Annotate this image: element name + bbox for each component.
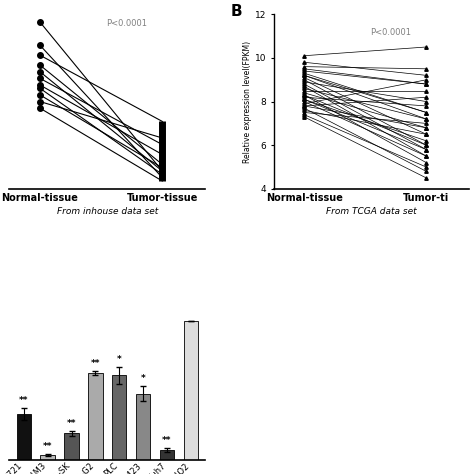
Bar: [64, 433, 79, 460]
Bar: [183, 321, 198, 460]
Text: **: **: [43, 442, 53, 451]
Text: *: *: [141, 374, 146, 383]
Text: *: *: [117, 355, 122, 364]
X-axis label: From TCGA data set: From TCGA data set: [326, 207, 417, 216]
Text: **: **: [162, 437, 172, 445]
Text: **: **: [19, 396, 28, 405]
Bar: [160, 450, 174, 460]
Text: **: **: [67, 419, 76, 428]
X-axis label: From inhouse data set: From inhouse data set: [57, 207, 158, 216]
Y-axis label: Relative expression level(FPKM): Relative expression level(FPKM): [243, 40, 252, 163]
Bar: [40, 455, 55, 460]
Text: B: B: [230, 4, 242, 19]
Bar: [112, 375, 127, 460]
Bar: [17, 414, 31, 460]
Bar: [136, 393, 150, 460]
Text: P<0.0001: P<0.0001: [106, 19, 147, 28]
Text: P<0.0001: P<0.0001: [371, 28, 411, 37]
Bar: [88, 373, 102, 460]
Text: **: **: [91, 359, 100, 368]
